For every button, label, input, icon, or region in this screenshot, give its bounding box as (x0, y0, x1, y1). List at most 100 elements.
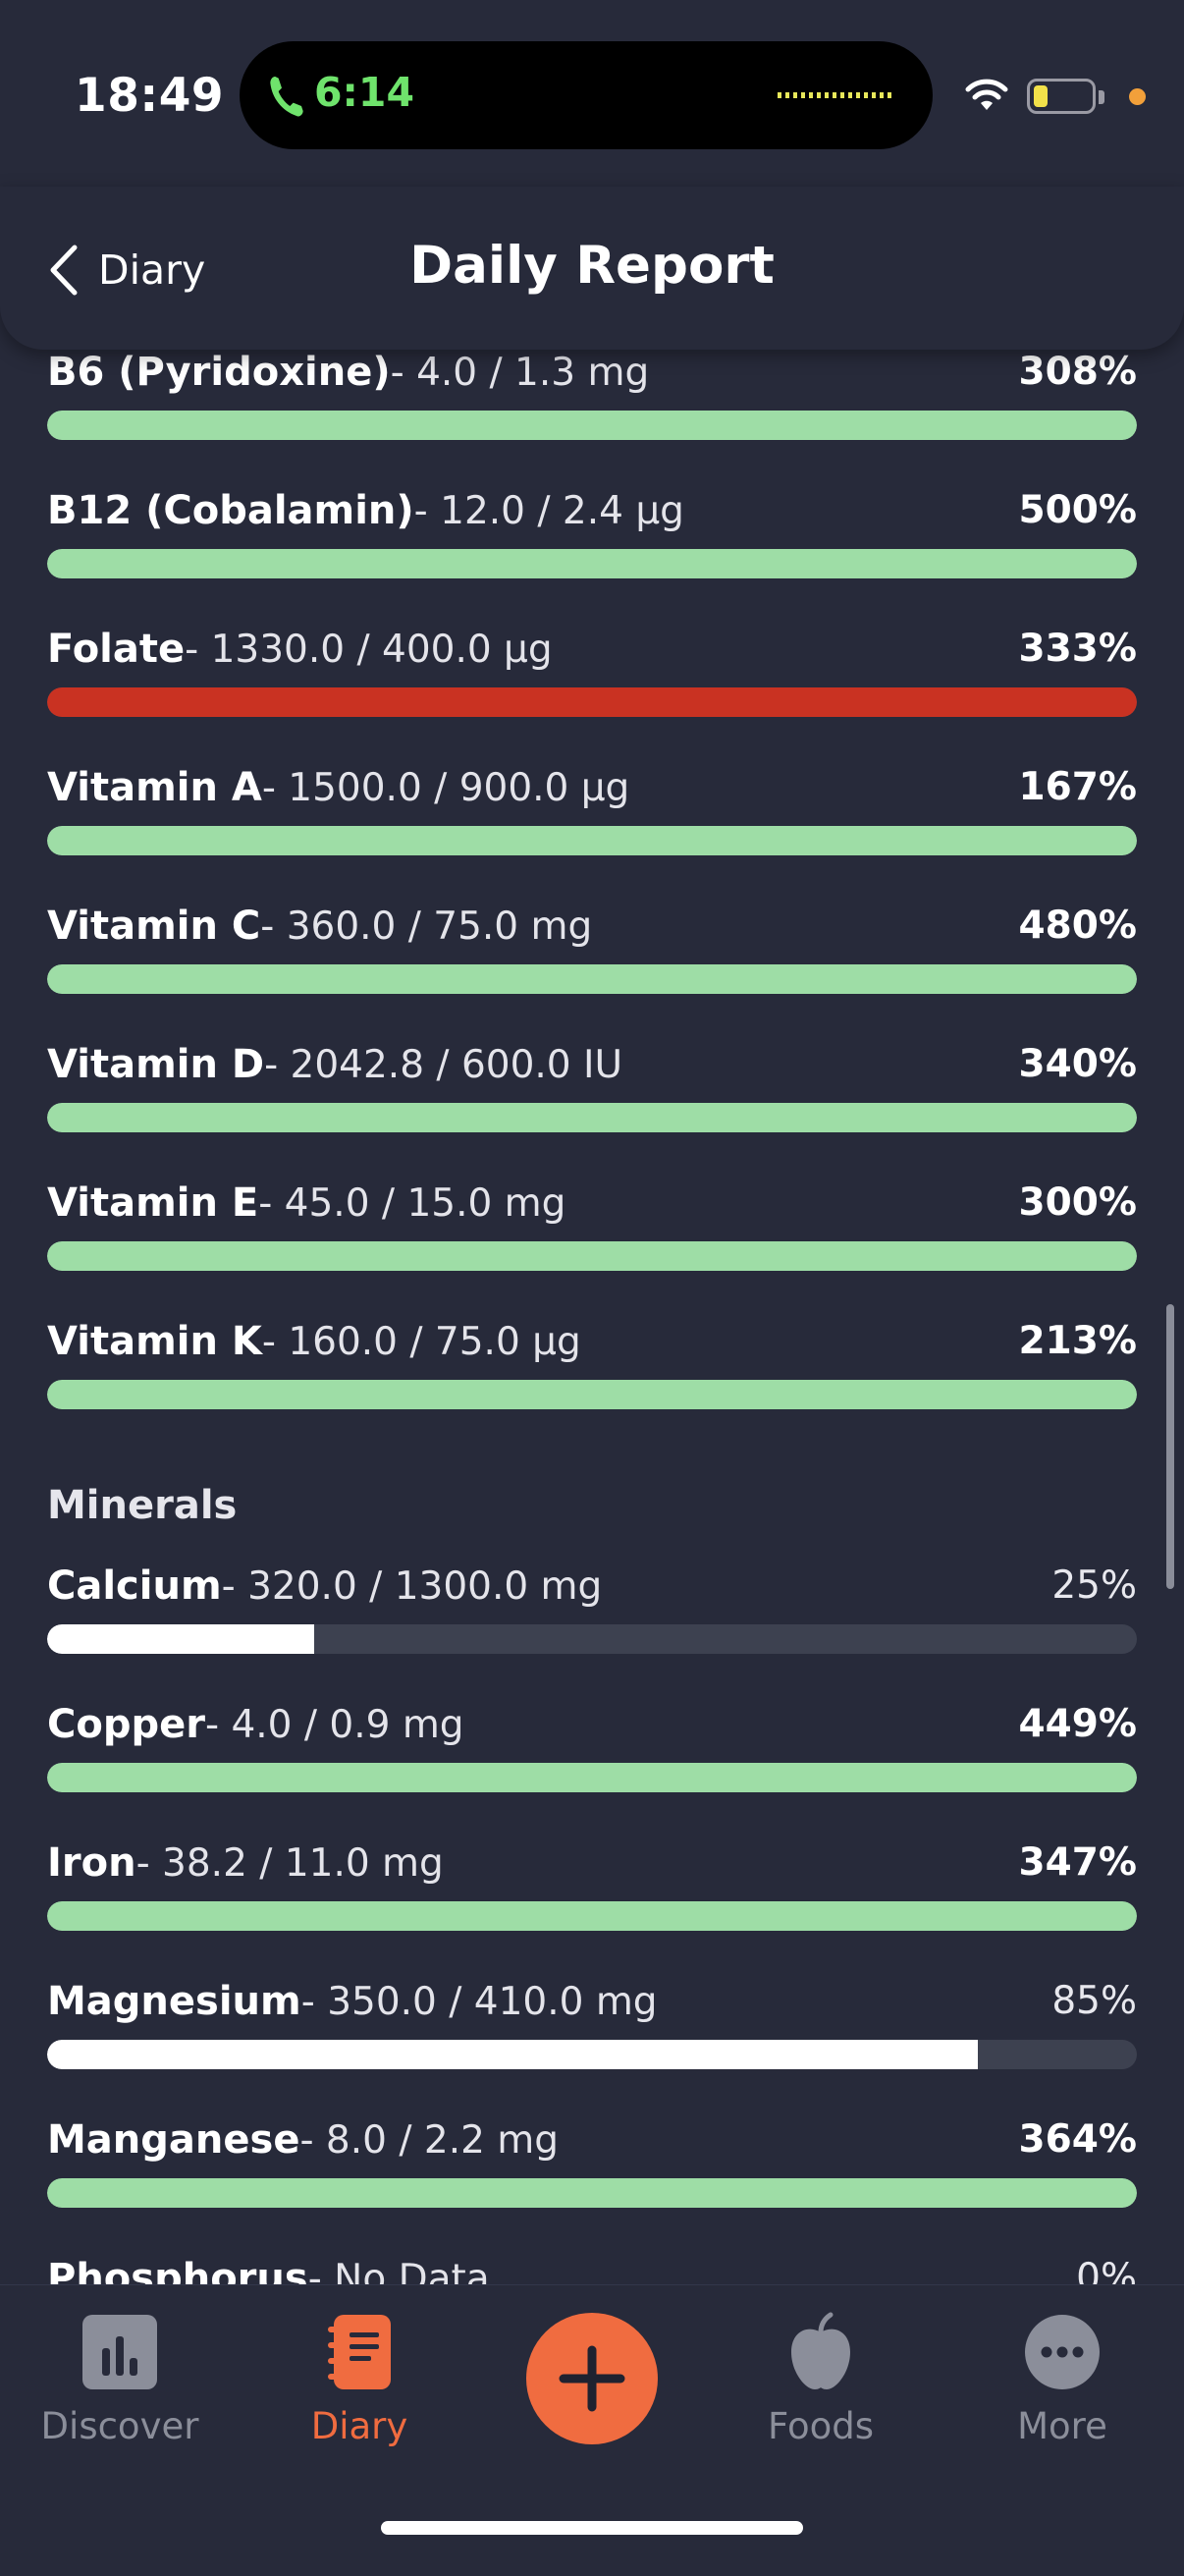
nutrient-header: B6 (Pyridoxine)- 4.0 / 1.3 mg 308% (47, 350, 1137, 409)
nutrient-percent: 25% (1051, 1563, 1137, 1608)
home-indicator[interactable] (381, 2521, 803, 2535)
nutrient-row[interactable]: Vitamin D- 2042.8 / 600.0 IU 340% (47, 1042, 1137, 1160)
plus-icon (559, 2345, 625, 2412)
nutrient-header: Vitamin A- 1500.0 / 900.0 µg 167% (47, 765, 1137, 824)
nutrient-percent: 213% (1018, 1319, 1138, 1363)
back-button[interactable]: Diary (47, 238, 205, 302)
nutrient-row[interactable]: Vitamin C- 360.0 / 75.0 mg 480% (47, 904, 1137, 1021)
progress-track (47, 687, 1137, 717)
nutrient-amount: - 4.0 / 1.3 mg (390, 351, 650, 395)
progress-track (47, 1380, 1137, 1409)
nutrient-percent: 480% (1018, 904, 1138, 948)
nutrient-amount: - 160.0 / 75.0 µg (261, 1320, 581, 1364)
progress-track (47, 1241, 1137, 1271)
nutrient-header: Copper- 4.0 / 0.9 mg 449% (47, 1702, 1137, 1761)
status-bar: 18:49 6:14 (0, 0, 1184, 187)
page-title: Daily Report (409, 236, 775, 296)
progress-fill (47, 1380, 1137, 1409)
nutrient-percent: 449% (1018, 1702, 1138, 1746)
audio-waveform-icon (778, 92, 895, 98)
nutrient-percent: 0% (1076, 2256, 1137, 2284)
nutrient-percent: 333% (1018, 627, 1138, 671)
nutrient-name: Folate (47, 627, 186, 672)
wifi-icon (965, 79, 1008, 110)
nutrient-header: Vitamin C- 360.0 / 75.0 mg 480% (47, 904, 1137, 962)
nutrient-row[interactable]: Phosphorus- No Data 0% (47, 2256, 1137, 2284)
tab-discover[interactable]: Discover (22, 2311, 218, 2447)
nutrient-row[interactable]: Folate- 1330.0 / 400.0 µg 333% (47, 627, 1137, 744)
nutrient-row[interactable]: B12 (Cobalamin)- 12.0 / 2.4 µg 500% (47, 488, 1137, 606)
progress-fill (47, 549, 1137, 578)
nutrient-amount: - 8.0 / 2.2 mg (299, 2118, 560, 2163)
nutrient-header: Phosphorus- No Data 0% (47, 2256, 1137, 2284)
bar-chart-icon (82, 2315, 157, 2389)
nav-header: Diary Daily Report (0, 187, 1184, 350)
progress-fill (47, 826, 1137, 855)
nutrient-amount: - 12.0 / 2.4 µg (413, 489, 684, 533)
apple-icon (791, 2312, 850, 2389)
nutrient-name: Vitamin E (47, 1180, 259, 1226)
tab-foods[interactable]: Foods (723, 2311, 919, 2447)
tab-bar: Discover Diary Foods (0, 2284, 1184, 2576)
progress-fill (47, 2040, 978, 2069)
progress-fill (47, 1103, 1137, 1132)
nutrient-percent: 85% (1051, 1979, 1137, 2023)
status-time: 18:49 (75, 69, 225, 123)
nutrient-name: Calcium (47, 1563, 222, 1609)
nutrient-header: B12 (Cobalamin)- 12.0 / 2.4 µg 500% (47, 488, 1137, 547)
nutrient-amount: - 4.0 / 0.9 mg (204, 1703, 464, 1747)
nutrient-name: Phosphorus (47, 2256, 308, 2284)
nutrient-header: Iron- 38.2 / 11.0 mg 347% (47, 1840, 1137, 1899)
nutrient-name: Manganese (47, 2117, 300, 2163)
tab-label: More (1017, 2405, 1107, 2447)
progress-fill (47, 1763, 1137, 1792)
nutrient-amount: - No Data (307, 2257, 490, 2284)
nutrient-row[interactable]: Vitamin K- 160.0 / 75.0 µg 213% (47, 1319, 1137, 1437)
nutrient-row[interactable]: Vitamin E- 45.0 / 15.0 mg 300% (47, 1180, 1137, 1298)
nutrient-row[interactable]: Manganese- 8.0 / 2.2 mg 364% (47, 2117, 1137, 2235)
back-label: Diary (98, 247, 206, 294)
nutrient-name: Vitamin A (47, 765, 262, 810)
nutrient-name: Vitamin C (47, 904, 261, 949)
nutrient-header: Magnesium- 350.0 / 410.0 mg 85% (47, 1979, 1137, 2038)
tab-more[interactable]: More (964, 2311, 1160, 2447)
nutrient-name: B12 (Cobalamin) (47, 488, 414, 533)
nutrient-amount: - 320.0 / 1300.0 mg (221, 1564, 603, 1609)
nutrient-percent: 300% (1018, 1180, 1138, 1225)
nutrient-name: Vitamin K (47, 1319, 262, 1364)
nutrient-amount: - 38.2 / 11.0 mg (135, 1841, 444, 1886)
phone-call-icon (270, 77, 303, 117)
progress-fill (47, 964, 1137, 994)
progress-track (47, 549, 1137, 578)
nutrient-row[interactable]: Magnesium- 350.0 / 410.0 mg 85% (47, 1979, 1137, 2097)
nutrient-percent: 347% (1018, 1840, 1138, 1885)
nutrient-amount: - 350.0 / 410.0 mg (300, 1980, 658, 2024)
nutrient-row[interactable]: B6 (Pyridoxine)- 4.0 / 1.3 mg 308% (47, 350, 1137, 467)
diary-book-icon (328, 2315, 391, 2389)
nutrient-row[interactable]: Vitamin A- 1500.0 / 900.0 µg 167% (47, 765, 1137, 883)
report-content[interactable]: B6 (Pyridoxine)- 4.0 / 1.3 mg 308% B12 (Co… (0, 350, 1184, 2284)
nutrient-amount: - 1500.0 / 900.0 µg (261, 766, 630, 810)
progress-track (47, 964, 1137, 994)
chevron-left-icon (50, 245, 78, 296)
nutrient-header: Manganese- 8.0 / 2.2 mg 364% (47, 2117, 1137, 2176)
nutrient-header: Vitamin E- 45.0 / 15.0 mg 300% (47, 1180, 1137, 1239)
nutrient-row[interactable]: Iron- 38.2 / 11.0 mg 347% (47, 1840, 1137, 1958)
nutrient-amount: - 45.0 / 15.0 mg (258, 1181, 566, 1226)
nutrient-name: Magnesium (47, 1979, 301, 2024)
progress-fill (47, 1901, 1137, 1931)
nutrient-row[interactable]: Copper- 4.0 / 0.9 mg 449% (47, 1702, 1137, 1820)
battery-icon (1027, 79, 1096, 114)
progress-fill (47, 1241, 1137, 1271)
tab-diary[interactable]: Diary (261, 2311, 457, 2447)
nutrient-header: Calcium- 320.0 / 1300.0 mg 25% (47, 1563, 1137, 1622)
minerals-heading: Minerals (47, 1483, 238, 1528)
nutrient-header: Folate- 1330.0 / 400.0 µg 333% (47, 627, 1137, 685)
nutrient-name: Vitamin D (47, 1042, 265, 1087)
scroll-indicator[interactable] (1166, 1304, 1174, 1589)
nutrient-row[interactable]: Calcium- 320.0 / 1300.0 mg 25% (47, 1563, 1137, 1681)
progress-fill (47, 1624, 314, 1654)
tab-label: Foods (767, 2405, 874, 2447)
progress-track (47, 2040, 1137, 2069)
add-entry-button[interactable] (526, 2313, 658, 2444)
